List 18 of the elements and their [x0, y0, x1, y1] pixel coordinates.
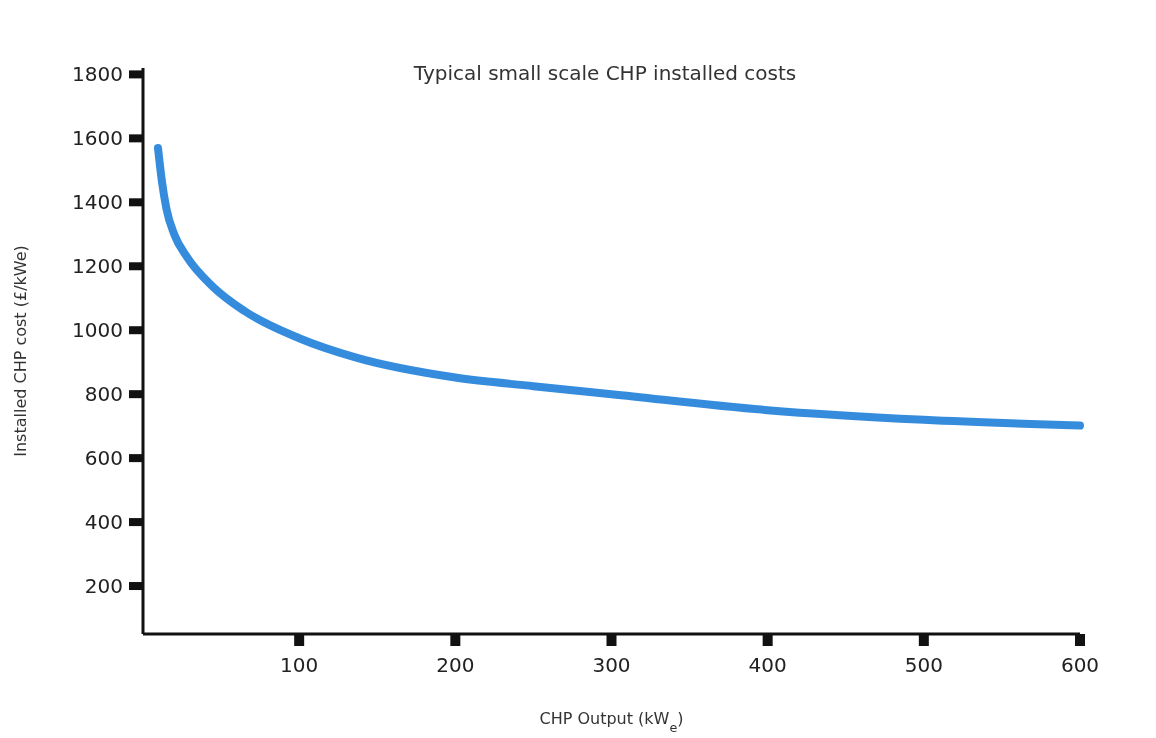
y-tick-label: 200 [84, 574, 123, 599]
x-tick-label: 100 [280, 653, 319, 677]
x-tick-label: 500 [904, 653, 943, 677]
x-tick-label: 200 [436, 653, 475, 677]
x-tick-label: 600 [1060, 653, 1100, 677]
y-tick-label: 1600 [72, 126, 123, 151]
y-tick-label: 800 [84, 382, 123, 407]
x-tick-label: 400 [748, 653, 787, 677]
y-axis-title: Installed CHP cost (£/kWe) [11, 245, 30, 457]
chart-title: Typical small scale CHP installed costs [412, 61, 797, 85]
x-tick-label: 300 [592, 653, 631, 677]
y-tick-label: 600 [84, 446, 123, 471]
y-tick-label: 1000 [72, 318, 123, 343]
y-tick-label: 400 [84, 510, 123, 535]
x-axis-title: CHP Output (kW$_{e}$) [539, 709, 684, 735]
y-tick-label: 1200 [72, 254, 123, 279]
y-tick-label: 1400 [72, 190, 123, 215]
y-tick-label: 1800 [72, 62, 123, 87]
